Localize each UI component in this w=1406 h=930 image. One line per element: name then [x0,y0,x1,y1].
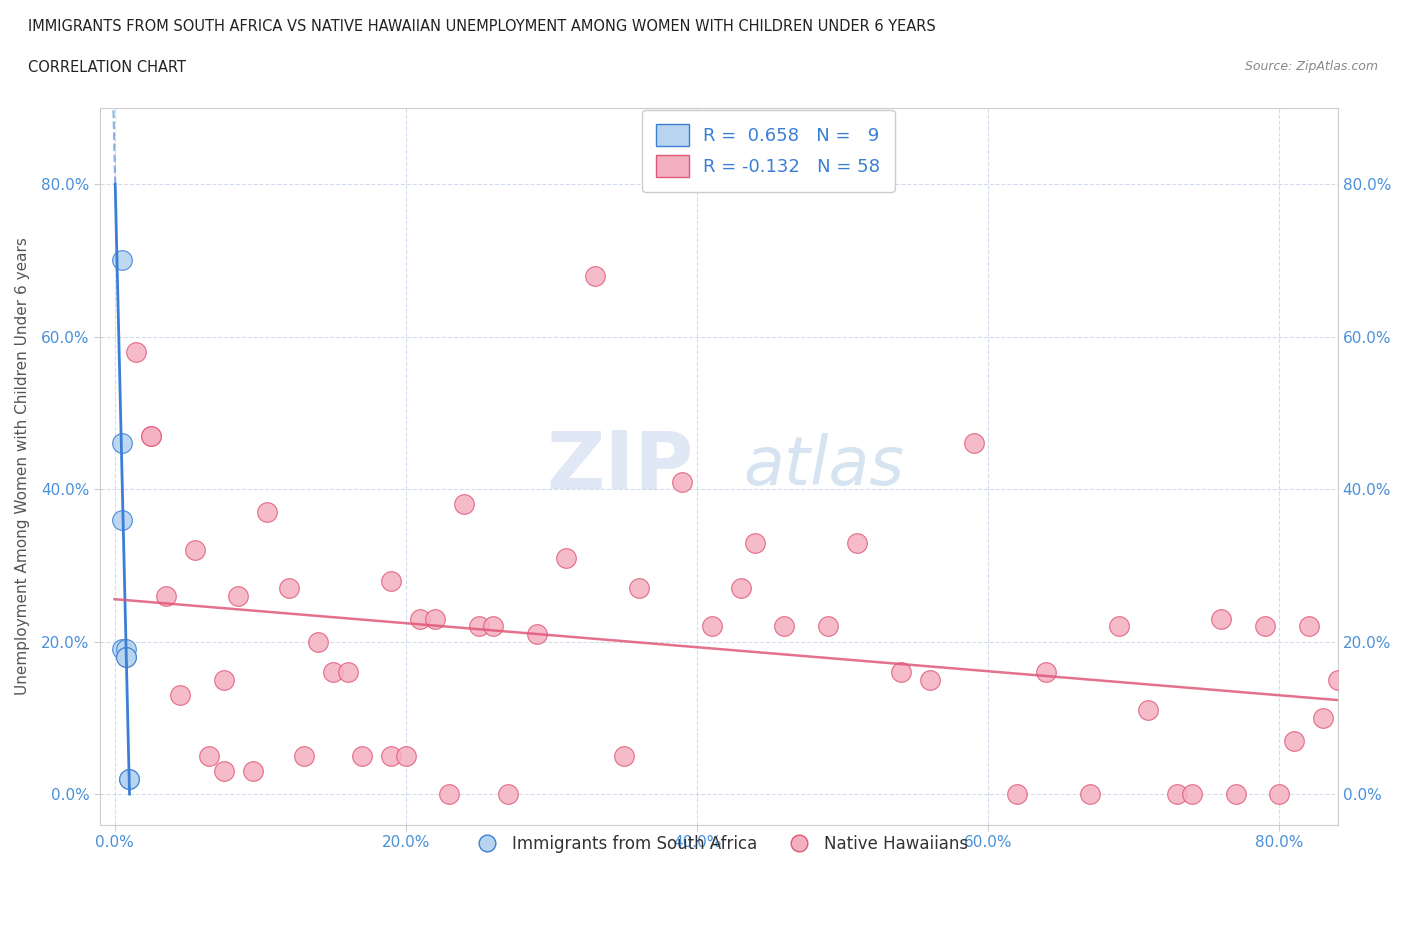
Text: CORRELATION CHART: CORRELATION CHART [28,60,186,75]
Point [1078,787,1101,802]
Point [111,512,134,527]
Point [212,672,235,687]
Point [773,619,796,634]
Point [1298,619,1320,634]
Point [1166,787,1188,802]
Point [890,665,912,680]
Point [125,344,148,359]
Point [730,581,752,596]
Y-axis label: Unemployment Among Women with Children Under 6 years: Unemployment Among Women with Children U… [15,237,30,696]
Point [1268,787,1291,802]
Point [111,642,134,657]
Point [423,611,446,626]
Point [409,611,432,626]
Point [1181,787,1204,802]
Text: atlas: atlas [744,433,904,499]
Point [1137,703,1160,718]
Point [613,749,636,764]
Point [118,771,141,786]
Point [1007,787,1029,802]
Point [292,749,315,764]
Point [744,535,766,550]
Point [395,749,418,764]
Point [322,665,344,680]
Text: ZIP: ZIP [547,427,695,505]
Point [115,649,138,664]
Point [583,268,606,283]
Point [482,619,505,634]
Point [817,619,839,634]
Point [307,634,329,649]
Point [846,535,869,550]
Point [526,627,548,642]
Legend: Immigrants from South Africa, Native Hawaiians: Immigrants from South Africa, Native Haw… [464,828,974,859]
Text: IMMIGRANTS FROM SOUTH AFRICA VS NATIVE HAWAIIAN UNEMPLOYMENT AMONG WOMEN WITH CH: IMMIGRANTS FROM SOUTH AFRICA VS NATIVE H… [28,19,936,33]
Point [1035,665,1057,680]
Point [496,787,519,802]
Point [155,589,177,604]
Point [118,771,141,786]
Point [256,505,278,520]
Point [1225,787,1247,802]
Point [962,436,984,451]
Point [115,649,138,664]
Point [111,253,134,268]
Point [139,429,162,444]
Point [439,787,461,802]
Point [183,543,205,558]
Point [453,497,475,512]
Point [627,581,650,596]
Point [228,589,250,604]
Point [380,573,402,588]
Point [278,581,301,596]
Point [115,642,138,657]
Point [198,749,221,764]
Point [139,429,162,444]
Point [1108,619,1130,634]
Point [1254,619,1277,634]
Point [1312,711,1334,725]
Point [242,764,264,778]
Point [1326,672,1348,687]
Point [1211,611,1233,626]
Point [212,764,235,778]
Point [336,665,359,680]
Point [671,474,693,489]
Point [555,551,578,565]
Point [467,619,489,634]
Point [111,436,134,451]
Point [700,619,723,634]
Text: Source: ZipAtlas.com: Source: ZipAtlas.com [1244,60,1378,73]
Point [380,749,402,764]
Point [918,672,941,687]
Point [169,687,191,702]
Point [1282,733,1305,748]
Point [352,749,374,764]
